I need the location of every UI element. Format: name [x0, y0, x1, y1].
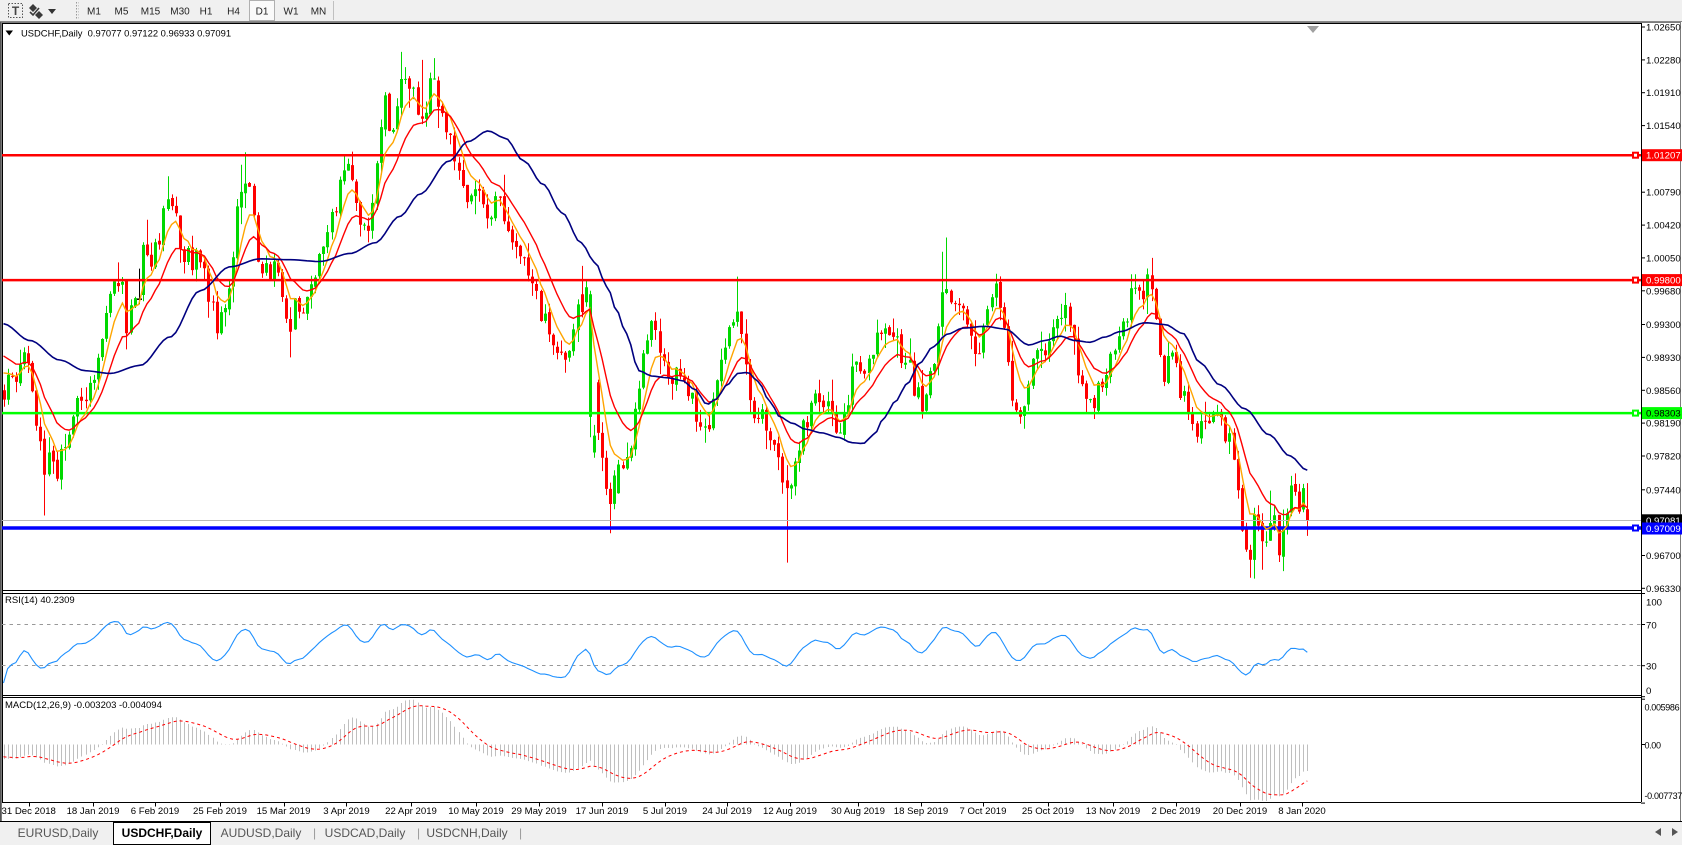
svg-text:1.00790: 1.00790 — [1646, 188, 1681, 199]
svg-text:1.00420: 1.00420 — [1646, 221, 1681, 232]
svg-text:25 Feb 2019: 25 Feb 2019 — [193, 806, 247, 817]
svg-text:AUDUSD,Daily: AUDUSD,Daily — [221, 826, 302, 840]
svg-text:RSI(14) 40.2309: RSI(14) 40.2309 — [5, 595, 75, 606]
svg-text:0: 0 — [1646, 686, 1651, 697]
svg-text:|: | — [519, 826, 522, 840]
svg-text:1.02280: 1.02280 — [1646, 55, 1681, 66]
svg-text:EURUSD,Daily: EURUSD,Daily — [18, 826, 99, 840]
svg-text:3 Apr 2019: 3 Apr 2019 — [323, 806, 369, 817]
svg-text:0.00: 0.00 — [1645, 741, 1661, 751]
svg-text:25 Oct 2019: 25 Oct 2019 — [1022, 806, 1074, 817]
svg-text:15 Mar 2019: 15 Mar 2019 — [257, 806, 311, 817]
svg-text:1.01540: 1.01540 — [1646, 121, 1681, 132]
svg-text:USDCAD,Daily: USDCAD,Daily — [325, 826, 406, 840]
svg-text:0.96700: 0.96700 — [1646, 551, 1681, 562]
svg-text:USDCHF,Daily: USDCHF,Daily — [122, 826, 203, 840]
svg-text:0.99680: 0.99680 — [1646, 286, 1681, 297]
svg-text:M15: M15 — [141, 7, 161, 18]
svg-text:0.97440: 0.97440 — [1646, 485, 1681, 496]
svg-text:-0.007737: -0.007737 — [1645, 791, 1682, 801]
svg-text:30: 30 — [1646, 662, 1657, 673]
svg-text:MN: MN — [311, 7, 327, 18]
svg-text:H4: H4 — [227, 7, 240, 18]
svg-text:0.005986: 0.005986 — [1645, 703, 1680, 713]
svg-text:12 Aug 2019: 12 Aug 2019 — [763, 806, 817, 817]
svg-text:0.98930: 0.98930 — [1646, 353, 1681, 364]
svg-text:1.02650: 1.02650 — [1646, 23, 1681, 34]
svg-text:2 Dec 2019: 2 Dec 2019 — [1151, 806, 1200, 817]
svg-text:0.97820: 0.97820 — [1646, 452, 1681, 463]
svg-text:0.97081: 0.97081 — [1646, 516, 1681, 527]
svg-text:24 Jul 2019: 24 Jul 2019 — [702, 806, 752, 817]
svg-text:17 Jun 2019: 17 Jun 2019 — [576, 806, 629, 817]
svg-text:H1: H1 — [200, 7, 213, 18]
svg-text:M5: M5 — [115, 7, 129, 18]
svg-text:1.01207: 1.01207 — [1646, 151, 1681, 162]
svg-text:1.01910: 1.01910 — [1646, 88, 1681, 99]
svg-text:10 May 2019: 10 May 2019 — [448, 806, 503, 817]
svg-text:M30: M30 — [170, 7, 190, 18]
svg-text:31 Dec 2018: 31 Dec 2018 — [1, 806, 55, 817]
svg-text:7 Oct 2019: 7 Oct 2019 — [960, 806, 1007, 817]
svg-text:USDCHF,Daily 0.97077 0.97122: USDCHF,Daily 0.97077 0.97122 0.96933 0.9… — [21, 28, 231, 39]
svg-text:USDCNH,Daily: USDCNH,Daily — [426, 826, 507, 840]
svg-text:22 Apr 2019: 22 Apr 2019 — [385, 806, 437, 817]
svg-text:30 Aug 2019: 30 Aug 2019 — [831, 806, 885, 817]
svg-text:W1: W1 — [284, 7, 299, 18]
svg-text:|: | — [313, 826, 316, 840]
svg-text:6 Feb 2019: 6 Feb 2019 — [131, 806, 180, 817]
svg-text:0.96330: 0.96330 — [1646, 584, 1681, 595]
svg-text:1.00050: 1.00050 — [1646, 253, 1681, 264]
svg-text:0.99300: 0.99300 — [1646, 320, 1681, 331]
svg-text:100: 100 — [1646, 598, 1662, 609]
svg-text:29 May 2019: 29 May 2019 — [511, 806, 566, 817]
svg-text:D1: D1 — [256, 7, 269, 18]
svg-text:5 Jul 2019: 5 Jul 2019 — [643, 806, 687, 817]
svg-text:0.98303: 0.98303 — [1646, 409, 1681, 420]
svg-text:T: T — [12, 4, 20, 18]
svg-text:20 Dec 2019: 20 Dec 2019 — [1213, 806, 1267, 817]
svg-text:|: | — [417, 826, 420, 840]
svg-text:0.98190: 0.98190 — [1646, 419, 1681, 430]
svg-text:70: 70 — [1646, 621, 1657, 632]
svg-text:8 Jan 2020: 8 Jan 2020 — [1278, 806, 1325, 817]
svg-text:18 Jan 2019: 18 Jan 2019 — [67, 806, 120, 817]
svg-text:18 Sep 2019: 18 Sep 2019 — [894, 806, 948, 817]
svg-text:MACD(12,26,9) -0.003203 -0.004: MACD(12,26,9) -0.003203 -0.004094 — [5, 700, 162, 711]
svg-text:0.98560: 0.98560 — [1646, 386, 1681, 397]
svg-text:0.99800: 0.99800 — [1646, 276, 1681, 287]
svg-text:13 Nov 2019: 13 Nov 2019 — [1086, 806, 1140, 817]
svg-text:M1: M1 — [87, 7, 101, 18]
svg-text:0.97009: 0.97009 — [1646, 524, 1681, 535]
